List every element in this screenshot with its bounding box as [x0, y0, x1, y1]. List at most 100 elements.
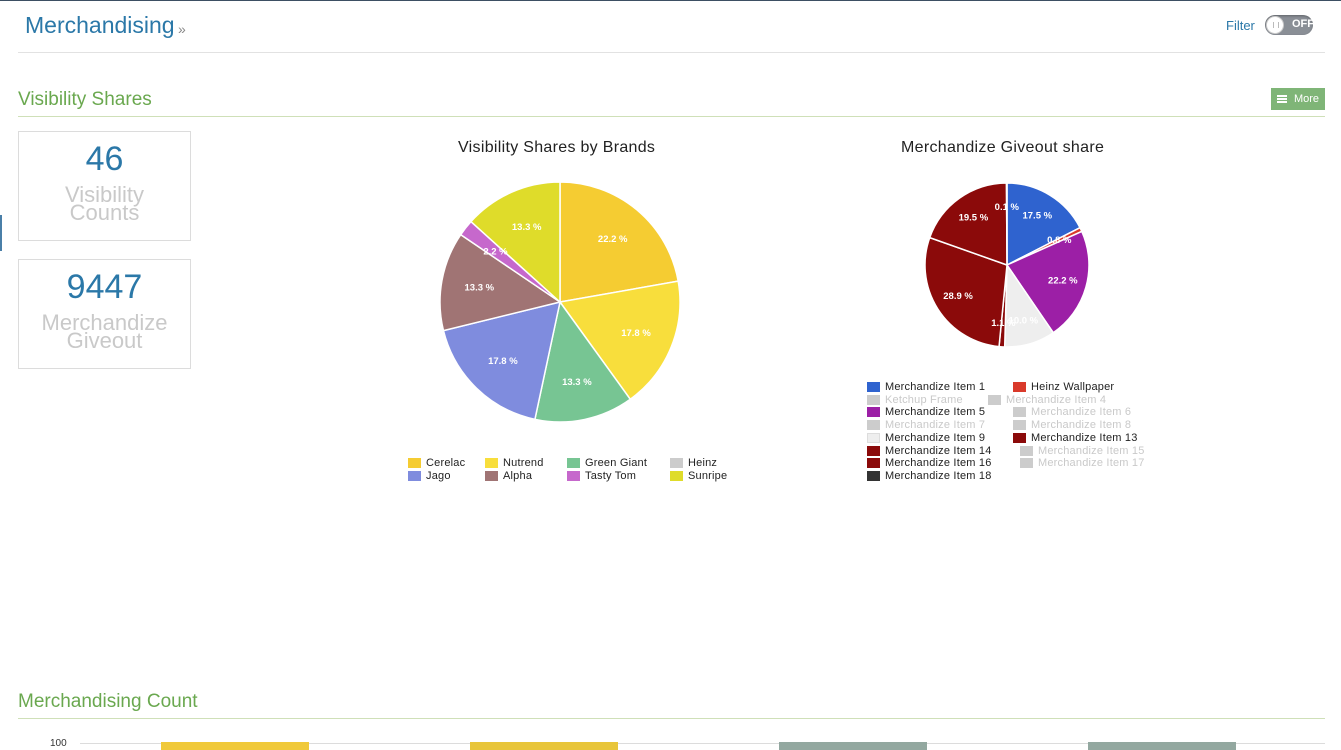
stat-label-line: Giveout: [66, 328, 143, 353]
legend-label: Nutrend: [503, 457, 544, 469]
legend-label: Heinz: [688, 457, 718, 469]
count-bar[interactable]: [470, 742, 618, 750]
legend-swatch: [1013, 407, 1026, 418]
legend-label: Merchandize Item 13: [1031, 431, 1138, 444]
more-button-label: More: [1293, 93, 1319, 105]
brands-pie-slice-label: 13.3 %: [562, 377, 592, 388]
breadcrumb-chevron-icon[interactable]: »: [178, 21, 186, 37]
legend-swatch: [988, 394, 1001, 405]
brands-pie-slice[interactable]: [439, 233, 562, 332]
legend-label: Merchandize Item 7: [885, 419, 986, 432]
top-border: [0, 0, 1341, 1]
legend-swatch: [1013, 382, 1026, 392]
count-bar[interactable]: [161, 742, 309, 750]
legend-label: Merchandize Item 15: [1038, 444, 1145, 457]
chart-title-brands: Visibility Shares by Brands: [458, 139, 656, 156]
legend-swatch: [670, 470, 683, 481]
giveout-pie-slice-label: 1.1 %: [991, 318, 1016, 329]
legend-label: Merchandize Item 6: [1031, 406, 1132, 419]
filter-toggle[interactable]: OFF: [1265, 15, 1314, 35]
giveout-pie-slice-label: 19.5 %: [959, 213, 989, 224]
section-title-visibility: Visibility Shares: [18, 89, 152, 110]
giveout-pie-slice-label: 0.8 %: [1047, 235, 1072, 246]
legend-swatch: [867, 407, 880, 418]
legend-swatch: [485, 470, 498, 481]
stat-value: 9447: [66, 268, 143, 306]
legend-swatch: [867, 382, 880, 392]
stat-value: 46: [85, 140, 124, 178]
y-tick-label: 100: [50, 738, 67, 749]
legend-label: Merchandize Item 14: [885, 444, 992, 457]
legend-label: Heinz Wallpaper: [1031, 381, 1115, 393]
legend-swatch: [867, 445, 880, 456]
legend-label: Merchandize Item 17: [1038, 457, 1145, 470]
page-title: Merchandising: [25, 12, 175, 38]
filter-label: Filter: [1226, 18, 1255, 33]
brands-pie-slice[interactable]: [534, 300, 632, 423]
brands-pie-slice-label: 17.8 %: [621, 328, 651, 339]
legend-swatch: [867, 458, 880, 469]
legend-swatch: [485, 458, 498, 468]
legend-label: Ketchup Frame: [885, 393, 963, 406]
legend-label: Tasty Tom: [585, 469, 637, 482]
brands-pie-slice[interactable]: [559, 181, 680, 303]
legend-label: Jago: [426, 469, 451, 482]
gridline: [80, 743, 1325, 744]
legend-swatch: [1020, 445, 1033, 456]
brands-pie-slice[interactable]: [469, 181, 561, 304]
header-divider: [18, 52, 1325, 53]
legend-swatch: [567, 470, 580, 481]
brands-pie-slice-label: 17.8 %: [488, 356, 518, 367]
stat-label-line: Counts: [69, 200, 140, 225]
brands-pie-slice[interactable]: [558, 280, 681, 401]
brands-pie-slice-label: 13.3 %: [465, 283, 495, 294]
legend-label: Merchandize Item 18: [885, 469, 992, 482]
legend-swatch: [567, 458, 580, 468]
legend-swatch: [1013, 420, 1026, 431]
brands-pie-slice[interactable]: [442, 300, 561, 421]
brands-pie-slice-label: 13.3 %: [512, 222, 542, 233]
brands-pie-slice-label: 22.2 %: [598, 234, 628, 245]
giveout-pie-slice[interactable]: [924, 236, 1008, 348]
giveout-pie-slice[interactable]: [1005, 182, 1008, 266]
giveout-pie-slice-label: 17.5 %: [1022, 211, 1052, 222]
stat-label-line: Merchandize: [41, 310, 168, 335]
count-bar[interactable]: [779, 742, 927, 750]
giveout-pie-slice[interactable]: [928, 182, 1008, 267]
count-bar[interactable]: [1088, 742, 1236, 750]
legend-label: Merchandize Item 4: [1006, 393, 1107, 406]
brands-pie-slice-label: 2.2 %: [483, 246, 508, 257]
sidebar-edge[interactable]: [0, 215, 2, 251]
legend-swatch: [1013, 432, 1026, 443]
legend-label: Green Giant: [585, 457, 648, 469]
chart-title-giveout: Merchandize Giveout share: [901, 139, 1105, 156]
legend-swatch: [867, 394, 880, 405]
stat-card-giveout: 9447 Merchandize Giveout: [18, 259, 191, 369]
legend-swatch: [867, 432, 880, 443]
stat-label: Merchandize Giveout: [29, 310, 180, 353]
giveout-pie-slice-label: 0.1 %: [995, 202, 1020, 213]
legend-swatch: [867, 470, 880, 481]
legend-swatch: [670, 458, 683, 468]
more-button[interactable]: More: [1271, 88, 1325, 110]
giveout-pie-slice[interactable]: [1006, 182, 1082, 267]
giveout-pie-slice-label: 10.0 %: [1009, 316, 1039, 327]
giveout-pie-slice-label: 28.9 %: [943, 291, 973, 302]
legend-label: Cerelac: [426, 457, 466, 469]
legend-label: Merchandize Item 5: [885, 406, 986, 419]
section-divider: [18, 718, 1325, 719]
legend-label: Merchandize Item 16: [885, 457, 992, 470]
legend-label: Alpha: [503, 469, 533, 482]
legend-label: Merchandize Item 9: [885, 431, 986, 444]
stat-label: Visibility Counts: [39, 184, 170, 225]
legend-swatch: [408, 470, 421, 481]
toggle-knob[interactable]: [1266, 16, 1284, 34]
giveout-pie-slice[interactable]: [1005, 230, 1090, 334]
section-divider: [18, 116, 1325, 117]
legend-swatch: [867, 420, 880, 431]
giveout-pie-slice-label: 22.2 %: [1048, 276, 1078, 287]
toggle-state: OFF: [1292, 18, 1314, 30]
legend-label: Merchandize Item 1: [885, 381, 986, 393]
legend-label: Sunripe: [688, 469, 728, 482]
